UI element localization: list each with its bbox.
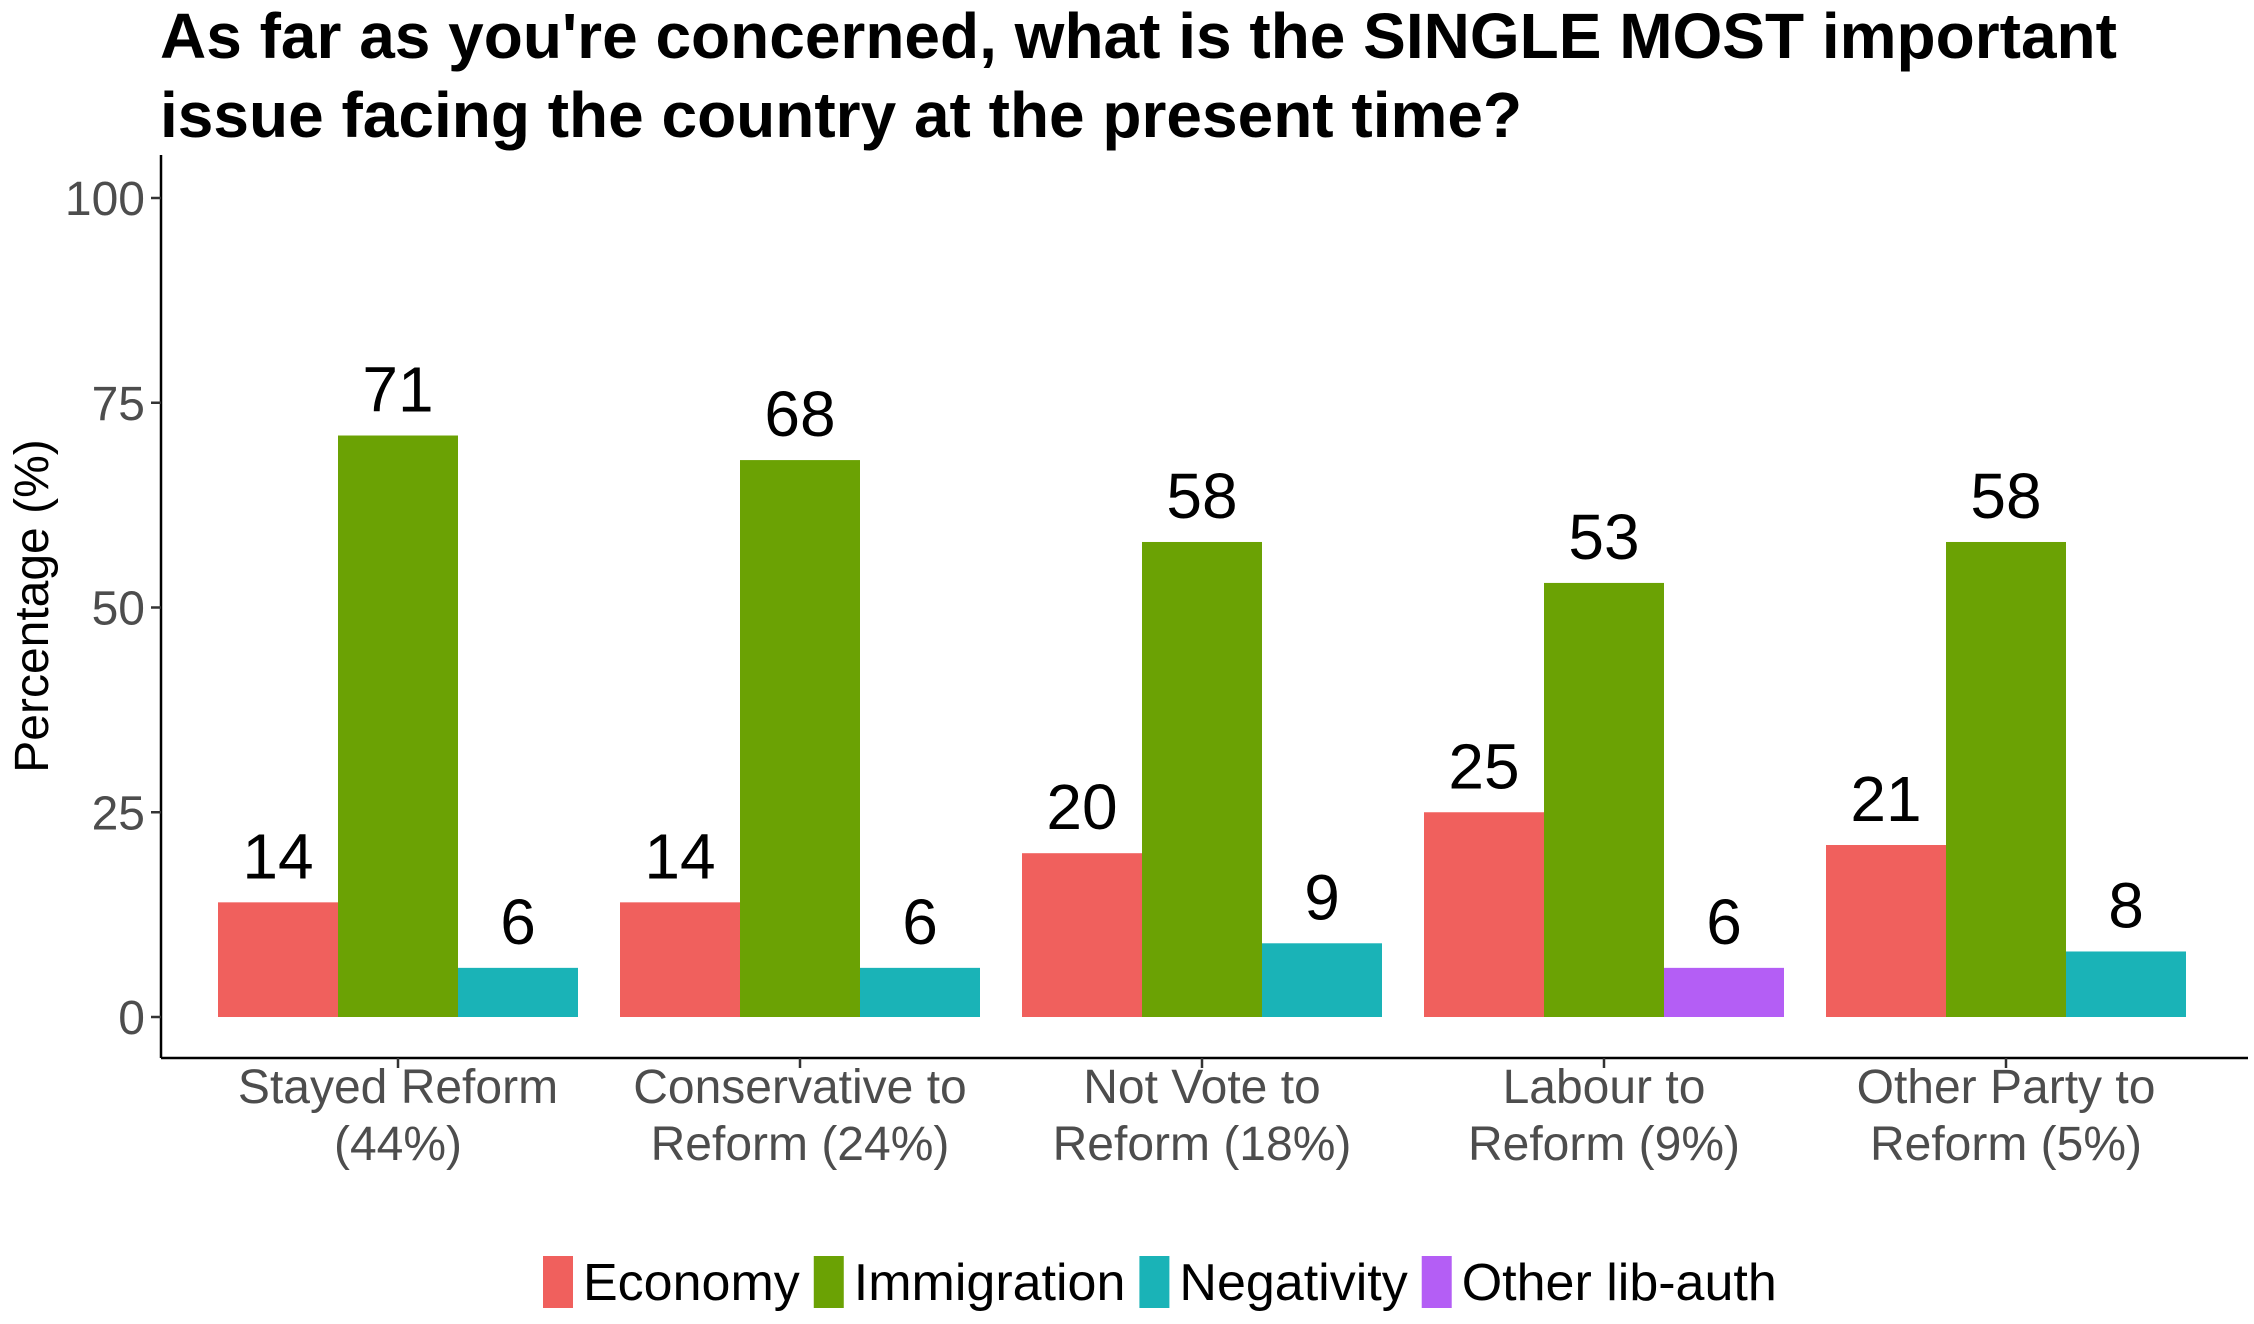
y-tick-label: 0 [118, 992, 145, 1045]
bar-immigration [1142, 541, 1262, 1017]
y-tick-label: 25 [92, 787, 145, 840]
y-tick-label: 50 [92, 583, 145, 636]
y-ticks: 0 25 50 75 100 [65, 173, 161, 1045]
bar-economy [218, 902, 338, 1017]
x-tick-label: Conservative to [633, 1061, 967, 1114]
bars: 14 71 6 14 68 6 20 58 9 25 53 6 21 58 8 [218, 354, 2186, 1018]
legend-label: Other lib-auth [1462, 1254, 1777, 1312]
data-label: 53 [1568, 501, 1639, 573]
data-label: 21 [1850, 763, 1921, 835]
x-tick-label: Stayed Reform [238, 1061, 558, 1114]
y-tick-label: 75 [92, 378, 145, 431]
data-label: 68 [764, 378, 835, 450]
y-axis-title: Percentage (%) [6, 439, 59, 773]
bar-immigration [1946, 541, 2066, 1017]
bar-economy [1022, 853, 1142, 1017]
legend-key-negativity [1139, 1256, 1170, 1308]
bar-negativity [1262, 943, 1382, 1017]
x-tick-label: Not Vote to [1083, 1061, 1321, 1114]
chart-title-line-2: issue facing the country at the present … [160, 79, 1522, 151]
bar-economy [1424, 812, 1544, 1017]
chart-title-line-1: As far as you're concerned, what is the … [160, 0, 2117, 72]
legend-key-economy [543, 1256, 573, 1308]
x-ticks: Stayed Reform(44%)Conservative toReform … [238, 1058, 2155, 1171]
legend-label: Immigration [854, 1254, 1126, 1312]
legend-key-immigration [813, 1256, 844, 1308]
data-label: 6 [902, 886, 938, 958]
legend: Economy Immigration Negativity Other lib-au… [543, 1254, 1777, 1312]
data-label: 6 [500, 886, 536, 958]
bar-immigration [338, 435, 458, 1017]
bar-negativity [860, 967, 980, 1017]
legend-key-other-lib-auth [1421, 1256, 1452, 1308]
x-tick-label: Reform (24%) [651, 1118, 950, 1171]
data-label: 71 [362, 354, 433, 426]
x-tick-label: (44%) [334, 1118, 462, 1171]
y-tick-label: 100 [65, 173, 145, 226]
bar-economy [1826, 845, 1946, 1017]
x-tick-label: Reform (5%) [1870, 1118, 2142, 1171]
data-label: 9 [1304, 861, 1340, 933]
data-label: 58 [1166, 460, 1237, 532]
x-tick-label: Reform (9%) [1468, 1118, 1740, 1171]
bar-economy [620, 902, 740, 1017]
bar-negativity [2066, 951, 2186, 1017]
chart-title: As far as you're concerned, what is the … [160, 0, 2117, 151]
bar-other-lib-auth [1664, 967, 1784, 1017]
legend-label: Economy [583, 1254, 800, 1312]
data-label: 14 [242, 820, 313, 892]
data-label: 20 [1046, 771, 1117, 843]
data-label: 25 [1448, 730, 1519, 802]
bar-immigration [1544, 582, 1664, 1017]
x-tick-label: Reform (18%) [1053, 1118, 1352, 1171]
legend-label: Negativity [1179, 1254, 1407, 1312]
data-label: 8 [2108, 869, 2144, 941]
bar-immigration [740, 460, 860, 1018]
data-label: 58 [1970, 460, 2041, 532]
bar-negativity [458, 967, 578, 1017]
data-label: 6 [1706, 886, 1742, 958]
x-tick-label: Other Party to [1857, 1061, 2156, 1114]
x-tick-label: Labour to [1503, 1061, 1706, 1114]
data-label: 14 [644, 820, 715, 892]
